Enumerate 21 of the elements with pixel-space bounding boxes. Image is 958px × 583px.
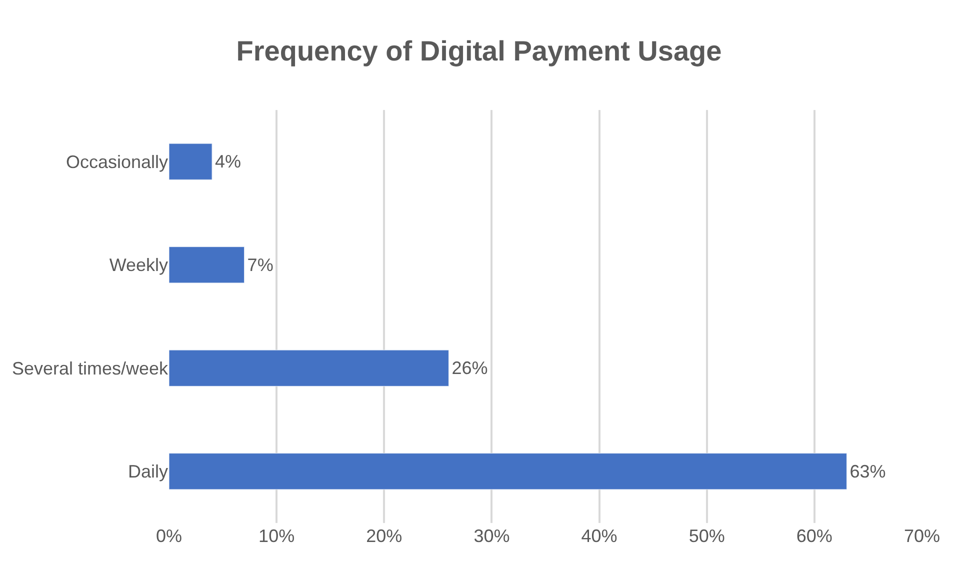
x-tick-label: 20%: [366, 526, 402, 546]
data-label: 7%: [247, 254, 274, 275]
y-tick-label: Daily: [128, 462, 168, 482]
data-label: 63%: [850, 461, 886, 482]
x-tick-label: 10%: [258, 526, 295, 546]
x-tick-label: 0%: [156, 526, 182, 546]
x-tick-label: 50%: [688, 526, 725, 546]
x-tick-label: 40%: [581, 526, 618, 546]
x-tick-label: 70%: [904, 526, 940, 546]
bar: [169, 453, 847, 490]
data-label: 26%: [452, 358, 488, 378]
data-label: 4%: [215, 152, 242, 172]
bar: [169, 350, 449, 386]
bar: [169, 143, 212, 180]
y-tick-label: Occasionally: [66, 152, 168, 172]
y-tick-label: Several times/week: [12, 358, 169, 378]
bar: [169, 246, 245, 284]
chart-title: Frequency of Digital Payment Usage: [236, 35, 722, 66]
x-tick-label: 60%: [796, 526, 832, 546]
x-tick-label: 30%: [474, 526, 510, 546]
y-tick-label: Weekly: [109, 255, 168, 276]
